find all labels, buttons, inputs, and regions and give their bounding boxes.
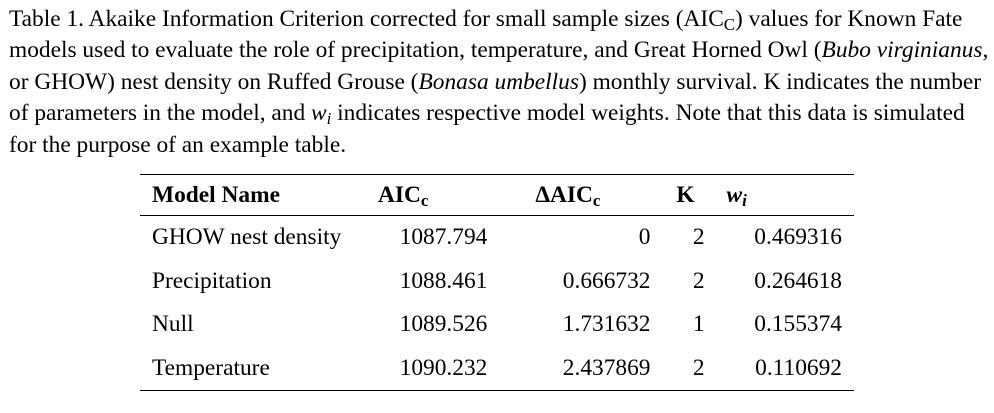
cell-weight: 0.469316 bbox=[754, 224, 842, 251]
caption-text-5: indicates respective model weights. Note… bbox=[9, 100, 965, 158]
table-row: Temperature 1090.232 2.437869 2 0.110692 bbox=[140, 347, 854, 391]
cell-aicc: 1088.461 bbox=[399, 267, 488, 294]
table-row: GHOW nest density 1087.794 0 2 0.469316 bbox=[140, 216, 854, 260]
cell-weight: 0.110692 bbox=[755, 354, 842, 381]
header-delta-aicc: ΔAICc bbox=[487, 175, 650, 216]
cell-delta-aicc: 0.666732 bbox=[562, 267, 651, 294]
cell-delta-aicc: 2.437869 bbox=[562, 354, 651, 381]
header-aicc: AICc bbox=[370, 175, 487, 216]
caption-species-grouse: Bonasa umbellus bbox=[418, 68, 579, 95]
caption-aic-subscript: C bbox=[723, 15, 736, 35]
cell-k: 2 bbox=[692, 354, 705, 381]
header-weight: wi bbox=[705, 175, 854, 216]
cell-model: Null bbox=[152, 311, 194, 338]
cell-k: 2 bbox=[692, 224, 705, 251]
cell-k: 1 bbox=[692, 311, 705, 338]
table-header-row: Model Name AICc ΔAICc K wi bbox=[140, 174, 854, 216]
cell-delta-aicc: 1.731632 bbox=[562, 311, 651, 338]
table-row: Null 1089.526 1.731632 1 0.155374 bbox=[140, 303, 854, 347]
header-model-name: Model Name bbox=[152, 181, 280, 208]
caption-text-3: , or GHOW) nest density on Ruffed Grouse… bbox=[9, 37, 989, 95]
header-aicc-label: AIC bbox=[378, 181, 421, 208]
caption-text-4: ) monthly survival. K indicates the numb… bbox=[9, 68, 982, 127]
cell-weight: 0.155374 bbox=[754, 311, 842, 338]
cell-model: Precipitation bbox=[152, 267, 272, 294]
cell-aicc: 1087.794 bbox=[399, 224, 488, 251]
model-selection-table: Model Name AICc ΔAICc K wi GHOW nest den… bbox=[140, 174, 854, 391]
caption-text-1: Table 1. Akaike Information Criterion co… bbox=[9, 6, 724, 32]
cell-weight: 0.264618 bbox=[754, 267, 842, 294]
cell-aicc: 1090.232 bbox=[399, 354, 488, 381]
cell-model: Temperature bbox=[152, 354, 270, 381]
cell-k: 2 bbox=[692, 267, 705, 294]
cell-aicc: 1089.526 bbox=[399, 311, 488, 338]
table-row: Precipitation 1088.461 0.666732 2 0.2646… bbox=[140, 260, 854, 304]
header-k: K bbox=[676, 181, 695, 208]
cell-model: GHOW nest density bbox=[152, 224, 342, 251]
caption-weight-symbol: w bbox=[311, 100, 327, 127]
header-weight-label: w bbox=[726, 181, 743, 208]
table-caption: Table 1. Akaike Information Criterion co… bbox=[9, 4, 989, 161]
caption-text-2: ) values for Known Fate models used to e… bbox=[9, 6, 963, 64]
cell-delta-aicc: 0 bbox=[638, 224, 651, 251]
caption-weight-subscript: i bbox=[326, 109, 332, 129]
header-weight-subscript: i bbox=[742, 190, 747, 210]
header-delta-aicc-label: ΔAIC bbox=[535, 181, 593, 208]
header-delta-aicc-subscript: c bbox=[592, 190, 601, 210]
header-aicc-subscript: c bbox=[420, 190, 429, 210]
caption-species-owl: Bubo virginianus bbox=[821, 37, 983, 64]
